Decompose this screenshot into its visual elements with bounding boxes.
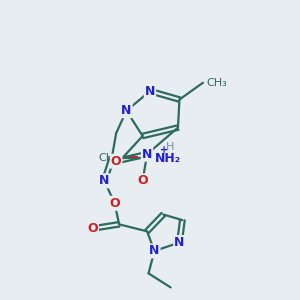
Text: O: O [111, 155, 122, 168]
Text: CH₃: CH₃ [206, 78, 227, 88]
Text: NH₂: NH₂ [154, 152, 181, 165]
Text: N: N [121, 104, 132, 117]
Text: O: O [87, 222, 98, 235]
Text: H: H [166, 142, 175, 152]
Text: O: O [110, 197, 120, 210]
Text: N: N [142, 148, 152, 161]
Text: −: − [128, 151, 139, 164]
Text: N: N [174, 236, 184, 249]
Text: N: N [145, 85, 155, 98]
Text: N: N [149, 244, 160, 257]
Text: CH₃: CH₃ [98, 153, 119, 164]
Text: +: + [160, 145, 168, 155]
Text: N: N [99, 174, 110, 187]
Text: O: O [137, 174, 148, 187]
